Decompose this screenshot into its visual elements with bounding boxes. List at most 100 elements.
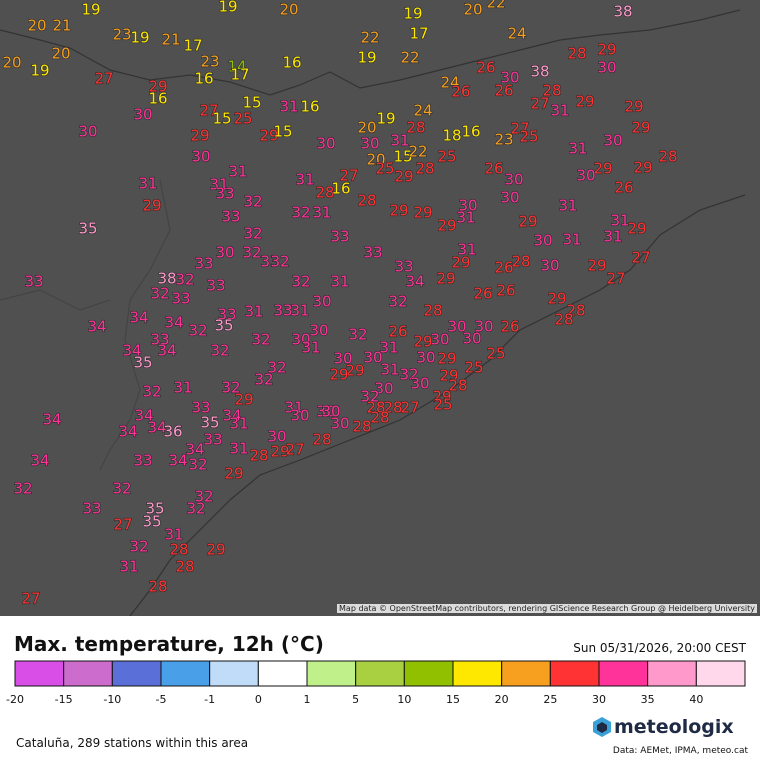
- legend-label: 40: [689, 693, 703, 706]
- station-value: 28: [511, 253, 530, 271]
- station-value: 23: [112, 26, 131, 44]
- station-value: 34: [87, 318, 106, 336]
- station-value: 35: [214, 317, 233, 335]
- station-value: 29: [190, 127, 209, 145]
- station-value: 30: [78, 123, 97, 141]
- station-value: 26: [473, 285, 492, 303]
- station-value: 30: [360, 135, 379, 153]
- legend-label: 10: [397, 693, 411, 706]
- station-value: 28: [312, 431, 331, 449]
- station-value: 33: [273, 302, 292, 320]
- station-value: 31: [295, 171, 314, 189]
- station-value: 27: [339, 167, 358, 185]
- legend-label: -15: [55, 693, 73, 706]
- station-value: 21: [52, 17, 71, 35]
- station-value: 28: [566, 302, 585, 320]
- station-value: 27: [606, 270, 625, 288]
- station-value: 36: [163, 423, 182, 441]
- station-value: 33: [191, 399, 210, 417]
- station-value: 32: [186, 500, 205, 518]
- station-value: 31: [379, 339, 398, 357]
- station-value: 28: [658, 148, 677, 166]
- station-value: 31: [568, 140, 587, 158]
- station-value: 14: [227, 58, 246, 76]
- station-value: 23: [494, 131, 513, 149]
- station-value: 28: [406, 119, 425, 137]
- station-value: 28: [423, 302, 442, 320]
- timestamp: Sun 05/31/2026, 20:00 CEST: [573, 641, 746, 655]
- legend-swatch: [355, 660, 405, 687]
- station-value: 31: [173, 379, 192, 397]
- station-value: 29: [270, 443, 289, 461]
- station-value: 28: [175, 558, 194, 576]
- station-value: 31: [290, 302, 309, 320]
- station-value: 28: [383, 399, 402, 417]
- station-value: 33: [394, 258, 413, 276]
- station-value: 19: [81, 1, 100, 19]
- station-value: 28: [352, 418, 371, 436]
- station-value: 19: [218, 0, 237, 16]
- station-value: 30: [333, 350, 352, 368]
- station-value: 29: [627, 220, 646, 238]
- station-value: 35: [200, 414, 219, 432]
- station-value: 32: [242, 244, 261, 262]
- legend-swatch: [403, 660, 454, 687]
- station-value: 38: [613, 3, 632, 21]
- station-value: 29: [345, 362, 364, 380]
- station-value: 26: [500, 318, 519, 336]
- station-value: 25: [433, 396, 452, 414]
- brand: meteologix: [614, 716, 734, 738]
- station-value: 32: [360, 388, 379, 406]
- station-value: 27: [199, 102, 218, 120]
- station-value: 29: [413, 333, 432, 351]
- station-value: 34: [42, 411, 61, 429]
- station-value: 38: [157, 270, 176, 288]
- station-value: 15: [273, 123, 292, 141]
- station-value: 30: [474, 318, 493, 336]
- station-value: 35: [145, 500, 164, 518]
- station-value: 33: [171, 290, 190, 308]
- station-value: 30: [330, 415, 349, 433]
- station-value: 26: [388, 323, 407, 341]
- station-value: 34: [129, 309, 148, 327]
- station-value: 29: [142, 197, 161, 215]
- legend-swatch: [306, 660, 357, 687]
- station-value: 30: [603, 132, 622, 150]
- station-value: 30: [500, 189, 519, 207]
- station-value: 26: [614, 179, 633, 197]
- station-value: 32: [194, 488, 213, 506]
- station-value: 30: [504, 171, 523, 189]
- station-value: 30: [316, 403, 335, 421]
- station-value: 20: [463, 1, 482, 19]
- station-value: 28: [542, 82, 561, 100]
- station-value: 30: [458, 197, 477, 215]
- station-value: 29: [547, 290, 566, 308]
- station-value: 24: [413, 102, 432, 120]
- station-value: 29: [439, 367, 458, 385]
- station-value: 28: [366, 399, 385, 417]
- legend-swatch: [63, 660, 113, 687]
- station-value: 32: [129, 538, 148, 556]
- station-value: 28: [249, 447, 268, 465]
- station-value: 34: [222, 407, 241, 425]
- station-value: 29: [587, 257, 606, 275]
- station-value: 28: [567, 45, 586, 63]
- station-value: 30: [267, 428, 286, 446]
- station-value: 25: [375, 160, 394, 178]
- station-value: 32: [13, 480, 32, 498]
- legend-label: -20: [6, 693, 24, 706]
- station-value: 32: [188, 322, 207, 340]
- station-value: 33: [206, 277, 225, 295]
- station-value: 28: [169, 541, 188, 559]
- legend-label: 0: [255, 693, 262, 706]
- station-value: 33: [221, 208, 240, 226]
- station-value: 19: [403, 5, 422, 23]
- station-value: 23: [200, 53, 219, 71]
- station-value: 15: [393, 148, 412, 166]
- station-value: 31: [558, 197, 577, 215]
- station-value: 32: [267, 359, 286, 377]
- station-value: 25: [437, 148, 456, 166]
- station-value: 29: [389, 202, 408, 220]
